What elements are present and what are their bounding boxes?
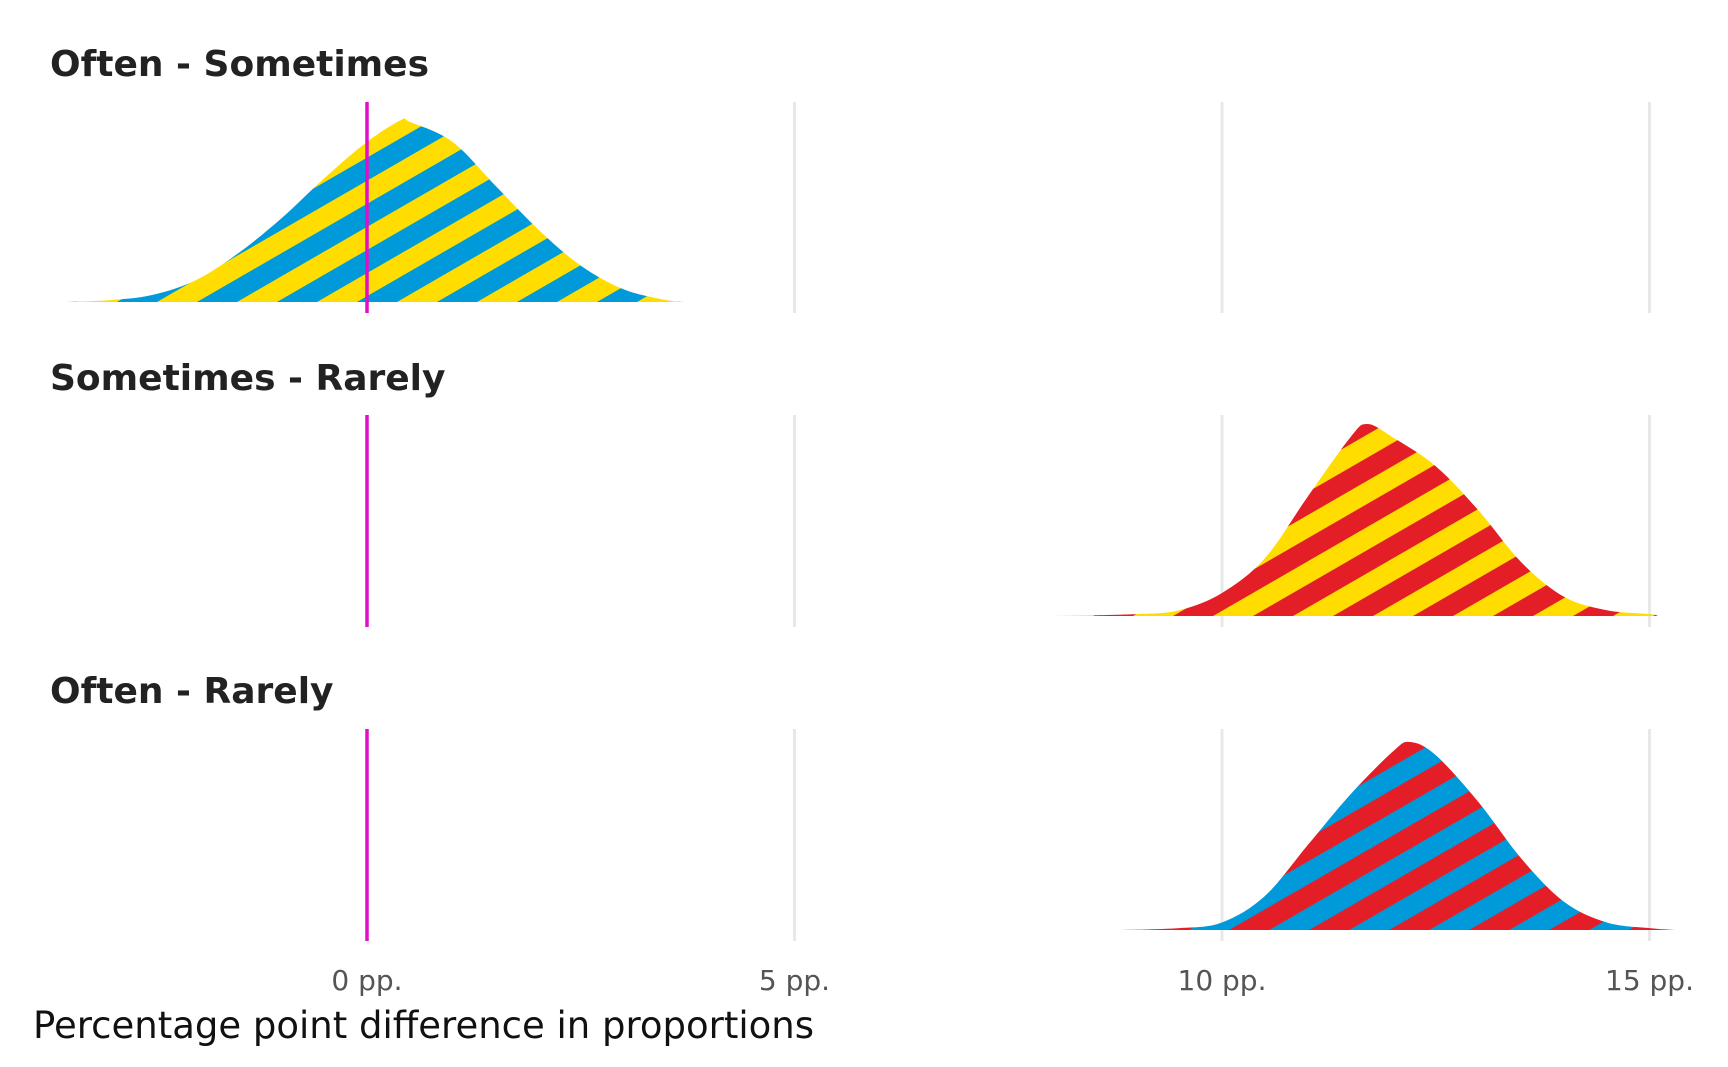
density-area [1051,424,1659,616]
panel-3: Often - Rarely [50,671,1676,941]
x-tick-label: 0 pp. [331,964,402,997]
density-area [67,118,684,303]
panel-title: Often - Rarely [50,671,334,712]
panel-2: Sometimes - Rarely [50,358,1659,627]
x-tick-label: 10 pp. [1178,964,1267,997]
x-tick-label: 5 pp. [759,964,830,997]
panel-title: Often - Sometimes [50,44,429,85]
panel-1: Often - Sometimes [50,44,1651,313]
x-tick-label: 15 pp. [1605,964,1694,997]
density-area [1119,741,1676,930]
panel-title: Sometimes - Rarely [50,358,446,399]
x-axis-title: Percentage point difference in proportio… [33,1004,814,1047]
